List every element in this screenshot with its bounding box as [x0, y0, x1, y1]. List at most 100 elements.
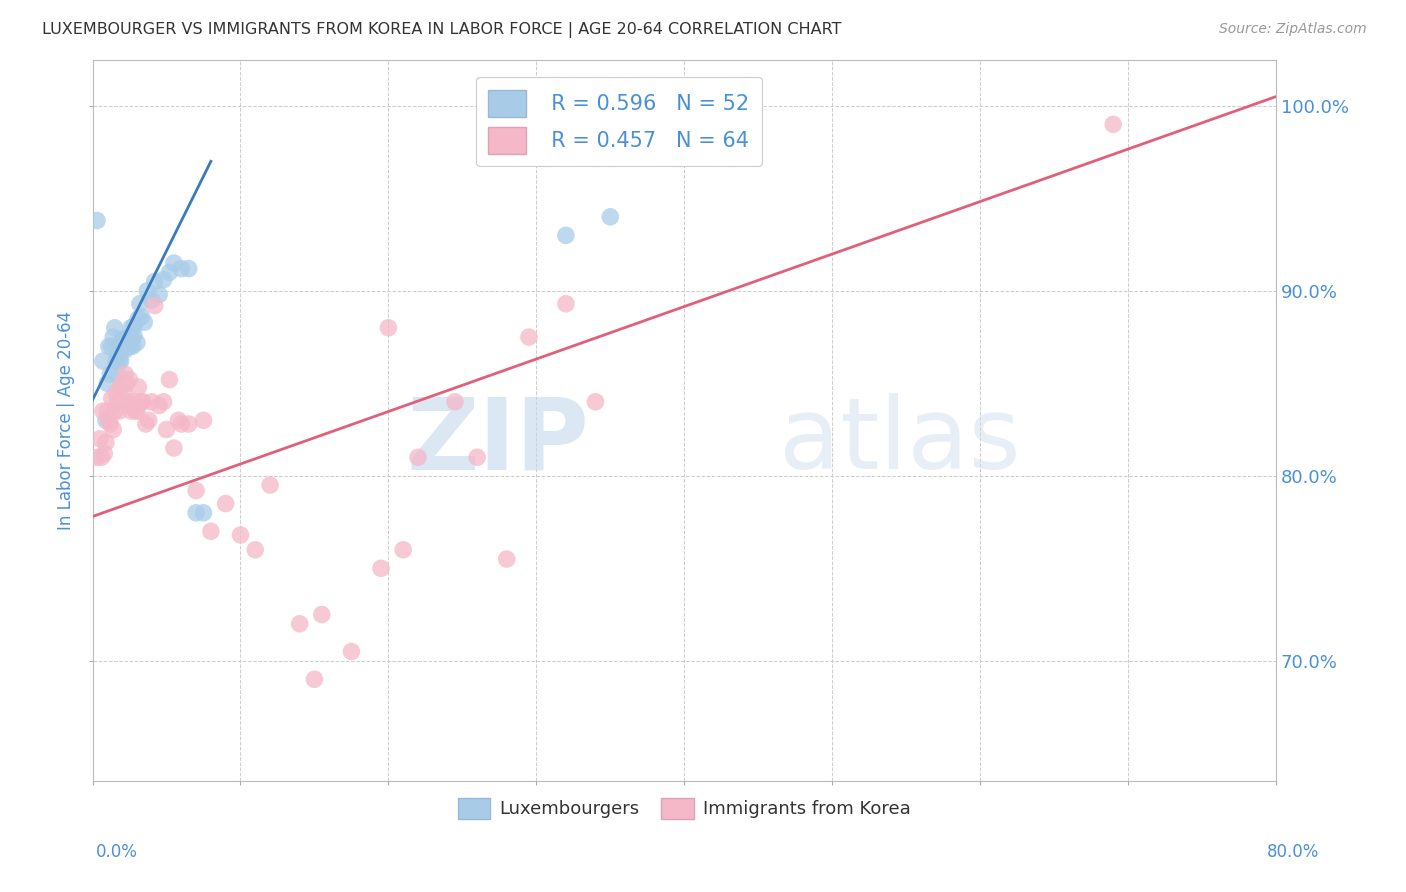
Point — [111, 343, 134, 357]
Point — [170, 417, 193, 431]
Point — [406, 450, 429, 465]
Point — [93, 447, 115, 461]
Point — [120, 404, 142, 418]
Point — [121, 339, 143, 353]
Point — [288, 616, 311, 631]
Point — [141, 394, 163, 409]
Point — [107, 394, 129, 409]
Point — [193, 413, 215, 427]
Point — [259, 478, 281, 492]
Point — [495, 552, 517, 566]
Point — [120, 330, 142, 344]
Point — [370, 561, 392, 575]
Text: Source: ZipAtlas.com: Source: ZipAtlas.com — [1219, 22, 1367, 37]
Point — [121, 399, 143, 413]
Point — [111, 376, 134, 391]
Point — [89, 432, 111, 446]
Point — [148, 287, 170, 301]
Point — [86, 213, 108, 227]
Point — [97, 413, 120, 427]
Point — [554, 228, 576, 243]
Point — [108, 349, 131, 363]
Point — [141, 293, 163, 307]
Point — [97, 339, 120, 353]
Point — [136, 284, 159, 298]
Text: 0.0%: 0.0% — [96, 843, 138, 861]
Point — [105, 354, 128, 368]
Point — [177, 417, 200, 431]
Point — [148, 399, 170, 413]
Point — [112, 341, 135, 355]
Point — [121, 332, 143, 346]
Point — [112, 332, 135, 346]
Point — [103, 423, 125, 437]
Point — [115, 376, 138, 391]
Point — [122, 328, 145, 343]
Point — [108, 404, 131, 418]
Point — [127, 380, 149, 394]
Point — [155, 423, 177, 437]
Point — [215, 497, 238, 511]
Point — [104, 321, 127, 335]
Point — [229, 528, 252, 542]
Point — [131, 310, 153, 324]
Text: 80.0%: 80.0% — [1267, 843, 1319, 861]
Point — [554, 297, 576, 311]
Point — [117, 335, 139, 350]
Point — [444, 394, 467, 409]
Point — [245, 542, 267, 557]
Point — [105, 385, 128, 400]
Text: ZIP: ZIP — [406, 393, 589, 491]
Point — [170, 261, 193, 276]
Point — [163, 441, 186, 455]
Point — [117, 394, 139, 409]
Point — [1102, 117, 1125, 131]
Text: LUXEMBOURGER VS IMMIGRANTS FROM KOREA IN LABOR FORCE | AGE 20-64 CORRELATION CHA: LUXEMBOURGER VS IMMIGRANTS FROM KOREA IN… — [42, 22, 842, 38]
Point — [91, 354, 114, 368]
Point — [184, 483, 207, 498]
Point — [143, 299, 166, 313]
Point — [124, 404, 146, 418]
Point — [304, 673, 326, 687]
Point — [86, 450, 108, 465]
Point — [114, 335, 136, 350]
Point — [465, 450, 488, 465]
Point — [200, 524, 222, 539]
Point — [184, 506, 207, 520]
Point — [118, 332, 141, 346]
Point — [134, 315, 156, 329]
Point — [128, 297, 150, 311]
Point — [107, 367, 129, 381]
Point — [104, 404, 127, 418]
Point — [110, 380, 132, 394]
Point — [98, 417, 121, 431]
Point — [98, 367, 121, 381]
Point — [91, 404, 114, 418]
Point — [135, 417, 157, 431]
Point — [167, 413, 190, 427]
Point — [585, 394, 607, 409]
Point — [159, 265, 181, 279]
Point — [392, 542, 415, 557]
Point — [118, 339, 141, 353]
Y-axis label: In Labor Force | Age 20-64: In Labor Force | Age 20-64 — [58, 310, 75, 530]
Point — [152, 273, 174, 287]
Point — [115, 339, 138, 353]
Point — [138, 413, 160, 427]
Point — [114, 343, 136, 357]
Point — [108, 354, 131, 368]
Text: atlas: atlas — [779, 393, 1021, 491]
Point — [110, 339, 132, 353]
Point — [193, 506, 215, 520]
Point — [599, 210, 621, 224]
Point — [103, 330, 125, 344]
Point — [159, 373, 181, 387]
Point — [163, 256, 186, 270]
Point — [107, 349, 129, 363]
Point — [177, 261, 200, 276]
Point — [377, 321, 399, 335]
Point — [122, 394, 145, 409]
Point — [125, 335, 148, 350]
Point — [94, 435, 117, 450]
Point — [125, 404, 148, 418]
